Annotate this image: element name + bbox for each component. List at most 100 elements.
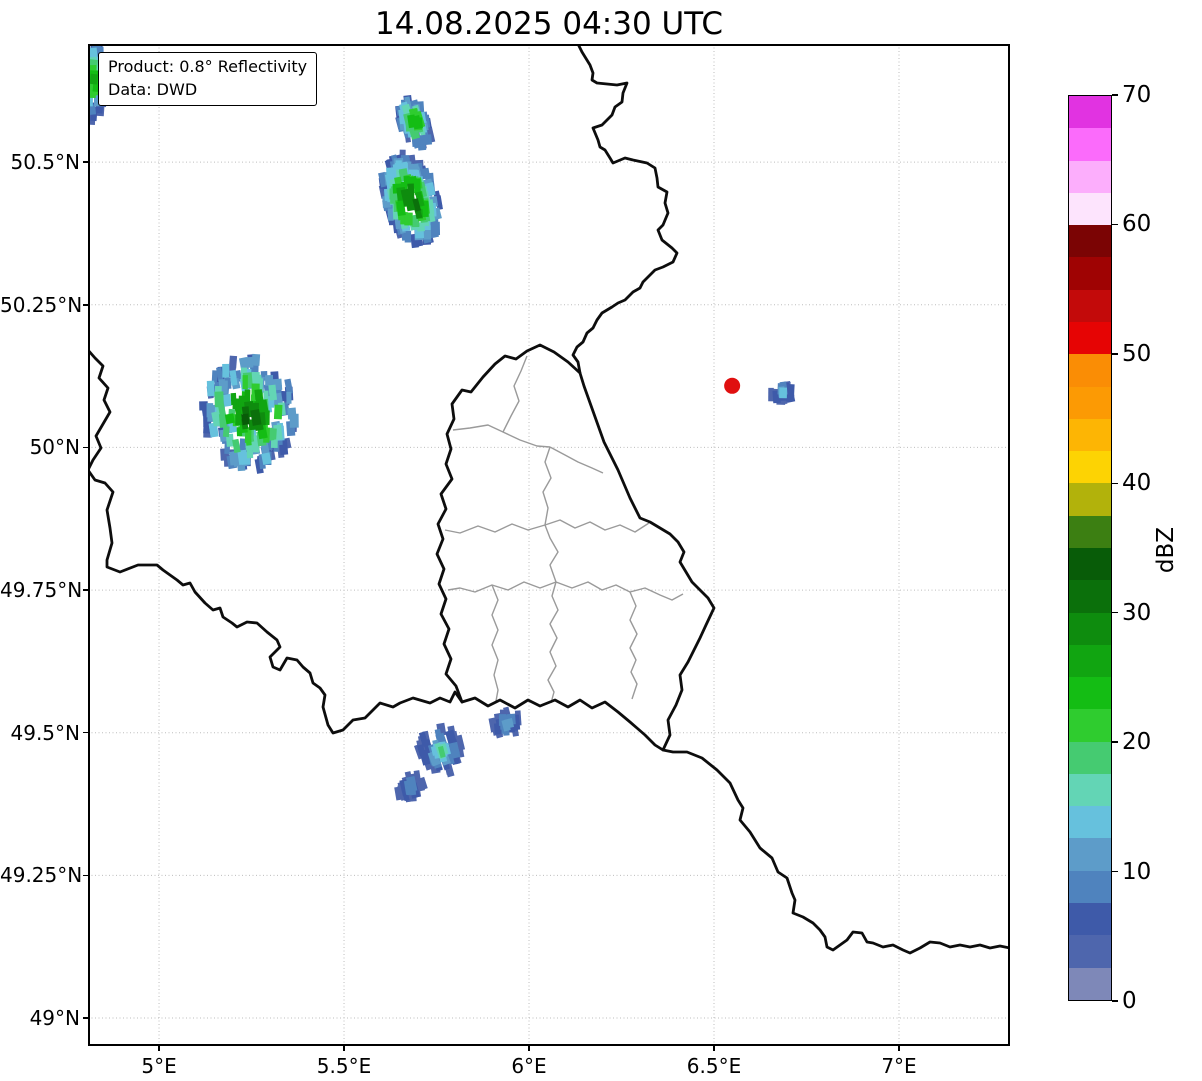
y-tick-mark <box>83 304 88 306</box>
echo-south-2 <box>413 722 466 778</box>
x-tick-label: 6°E <box>511 1054 547 1078</box>
radar-echo-cell <box>284 378 294 395</box>
colorbar-segment <box>1069 515 1111 548</box>
radar-echo-cell <box>224 413 235 425</box>
y-tick-mark <box>83 874 88 877</box>
radar-echo-cell <box>258 399 269 414</box>
radar-echo-cell <box>217 403 226 416</box>
radar-echo-cell <box>235 414 243 426</box>
radar-echo-cell <box>779 387 788 399</box>
radar-echo-cell <box>228 355 238 369</box>
colorbar-segment <box>1069 321 1111 355</box>
colorbar-segment <box>1069 128 1111 161</box>
colorbar-segment <box>1069 257 1111 290</box>
radar-echo-cell <box>206 380 215 397</box>
radar-echo-cell <box>216 367 224 382</box>
echo-east-small <box>768 380 796 405</box>
radar-echo-cell <box>264 375 274 386</box>
district-border-path <box>629 591 638 700</box>
radar-echo-cell <box>230 392 237 406</box>
country-border-luxembourg <box>435 343 716 752</box>
radar-echo-cell <box>237 449 249 465</box>
district-border-path <box>542 446 552 526</box>
colorbar-segment <box>1069 225 1111 258</box>
radar-echo-cell <box>241 413 250 426</box>
y-tick-mark <box>83 161 88 163</box>
colorbar-segment <box>1069 580 1111 613</box>
colorbar-tick-mark <box>1112 482 1118 485</box>
radar-echo-cell <box>254 389 261 400</box>
colorbar-tick-label: 30 <box>1122 599 1152 626</box>
x-tick-mark <box>898 1046 900 1051</box>
radar-echo-cell <box>396 200 406 217</box>
radar-echo-cell <box>246 443 254 459</box>
y-tick-mark <box>83 446 88 449</box>
colorbar-tick-label: 40 <box>1122 470 1152 497</box>
colorbar-tick-label: 0 <box>1122 988 1137 1014</box>
country-border-france-germany <box>661 748 1010 955</box>
x-tick-mark <box>528 1046 530 1051</box>
x-tick-mark <box>343 1046 345 1051</box>
radar-echo-cell <box>503 717 515 729</box>
colorbar-segment <box>1069 644 1111 678</box>
radar-echo-cell <box>273 404 283 420</box>
echo-south-3 <box>394 770 428 803</box>
radar-echo-cell <box>229 370 238 386</box>
radar-echo-cell <box>415 191 425 208</box>
colorbar-segment <box>1069 483 1111 516</box>
colorbar-segment <box>1069 709 1111 742</box>
radar-echo-cell <box>232 438 241 453</box>
echo-west <box>199 353 299 474</box>
radar-echo-cell <box>407 114 417 129</box>
product-info-box: Product: 0.8° Reflectivity Data: DWD <box>98 52 318 107</box>
colorbar <box>1068 95 1112 1001</box>
radar-echo-cell <box>250 409 262 426</box>
data-source-line: Data: DWD <box>108 80 198 100</box>
radar-echo-cell <box>251 353 261 366</box>
district-border-path <box>544 519 650 533</box>
x-tick-label: 6.5°E <box>686 1054 742 1078</box>
radar-echo-cell <box>214 391 224 408</box>
map-plot <box>88 44 1010 1046</box>
colorbar-tick-mark <box>1112 353 1118 355</box>
y-tick-label: 49°N <box>29 1006 80 1031</box>
x-tick-label: 5.5°E <box>316 1054 372 1078</box>
colorbar-segment <box>1069 547 1111 581</box>
colorbar-unit-label: dBZ <box>1153 526 1179 574</box>
y-tick-label: 49.25°N <box>0 863 83 888</box>
colorbar-tick-mark <box>1112 741 1118 743</box>
colorbar-tick-label: 50 <box>1122 340 1152 367</box>
radar-echo-cell <box>89 73 98 85</box>
y-tick-label: 49.5°N <box>10 720 81 745</box>
district-border-path <box>444 523 546 534</box>
colorbar-segment <box>1069 773 1111 807</box>
colorbar-tick-mark <box>1112 1000 1118 1002</box>
colorbar-tick-mark <box>1112 223 1118 226</box>
colorbar-segment <box>1069 192 1111 226</box>
axes-frame <box>88 44 1010 1046</box>
colorbar-tick-mark <box>1112 870 1118 873</box>
x-tick-label: 5°E <box>141 1054 177 1078</box>
radar-echo-cell <box>222 426 230 438</box>
colorbar-segment <box>1069 806 1111 839</box>
radar-echo-cell <box>222 393 232 407</box>
radar-echo-cell <box>286 391 292 404</box>
y-tick-label: 49.75°N <box>0 578 83 603</box>
x-tick-mark <box>713 1046 715 1051</box>
colorbar-segment <box>1069 838 1111 871</box>
colorbar-tick-label: 20 <box>1122 729 1152 756</box>
radar-echo-cell <box>427 750 441 767</box>
echo-south-1 <box>488 706 522 739</box>
colorbar-segment <box>1069 96 1111 129</box>
radar-echo-cell <box>287 407 297 420</box>
radar-echo-cell <box>229 451 239 466</box>
colorbar-segment <box>1069 451 1111 484</box>
radar-echo-cell <box>222 363 230 378</box>
radar-site-marker <box>724 377 741 394</box>
y-tick-mark <box>83 589 88 591</box>
radar-echo-cell <box>218 413 228 428</box>
radar-echo-cell <box>406 784 414 796</box>
x-tick-label: 7°E <box>881 1054 917 1078</box>
colorbar-tick-label: 10 <box>1122 858 1152 885</box>
